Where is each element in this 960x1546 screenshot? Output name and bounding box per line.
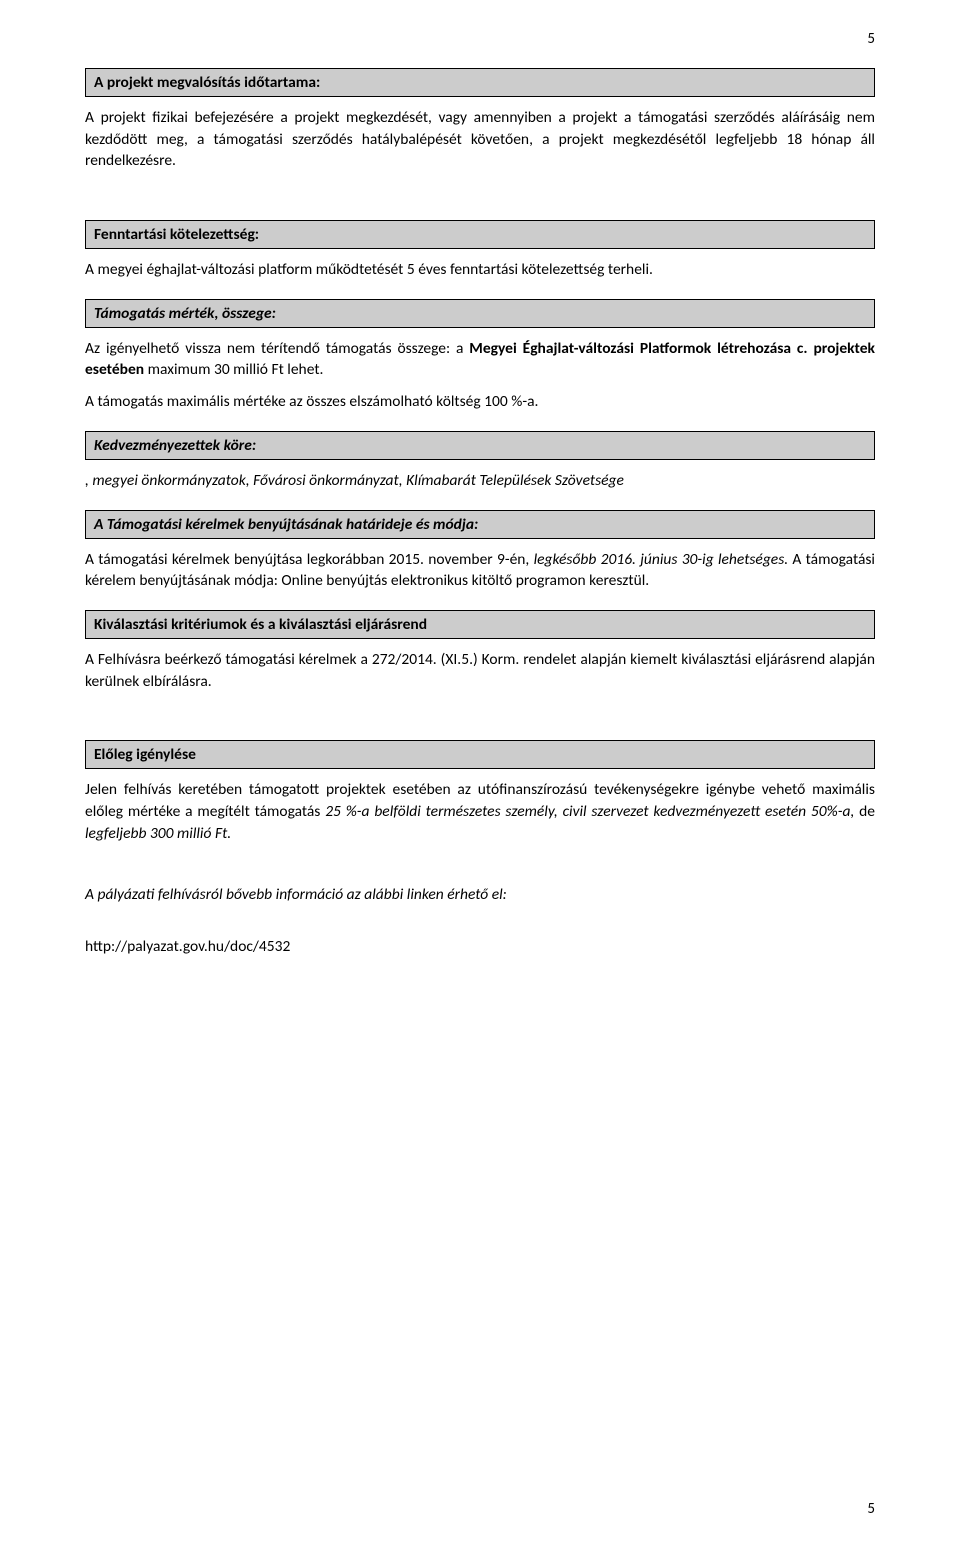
document-page: 5 A projekt megvalósítás időtartama: A p… — [0, 0, 960, 1546]
mertek-pre: Az igényelhető vissza nem térítendő támo… — [85, 339, 469, 358]
benyujtas-pre: A támogatási kérelmek benyújtása legkorá… — [85, 550, 534, 569]
section-header-kedvezmenyezettek: Kedvezményezettek köre: — [85, 431, 875, 460]
bovebb-info: A pályázati felhívásról bővebb informáci… — [85, 884, 875, 906]
eloleg-italic1: 25 %-a belföldi természetes személy, civ… — [325, 802, 854, 821]
eloleg-mid: de — [854, 802, 875, 821]
mertek-bold1: Megyei Éghajlat-változási Platformok lét… — [469, 339, 807, 358]
section-body-kedvezmenyezettek: , megyei önkormányzatok, Fővárosi önkorm… — [85, 470, 875, 492]
section-body-benyujtas: A támogatási kérelmek benyújtása legkorá… — [85, 549, 875, 592]
mertek-post: maximum 30 millió Ft lehet. — [144, 360, 323, 379]
page-number-bottom: 5 — [867, 1500, 875, 1518]
section-body-eloleg: Jelen felhívás keretében támogatott proj… — [85, 779, 875, 844]
section-header-eloleg: Előleg igénylése — [85, 740, 875, 769]
section-body-kivalasztasi: A Felhívásra beérkező támogatási kérelme… — [85, 649, 875, 692]
benyujtas-italic: legkésőbb 2016. június 30-ig lehetséges. — [534, 550, 789, 569]
section-header-benyujtas: A Támogatási kérelmek benyújtásának hatá… — [85, 510, 875, 539]
section-header-mertek: Támogatás mérték, összege: — [85, 299, 875, 328]
section-body-mertek-1: Az igényelhető vissza nem térítendő támo… — [85, 338, 875, 381]
page-number-top: 5 — [867, 30, 875, 48]
section-header-idotartam: A projekt megvalósítás időtartama: — [85, 68, 875, 97]
section-body-idotartam: A projekt fizikai befejezésére a projekt… — [85, 107, 875, 172]
section-body-mertek-2: A támogatás maximális mértéke az összes … — [85, 391, 875, 413]
section-header-kivalasztasi: Kiválasztási kritériumok és a kiválasztá… — [85, 610, 875, 639]
section-body-fenntartasi: A megyei éghajlat-változási platform műk… — [85, 259, 875, 281]
section-header-fenntartasi: Fenntartási kötelezettség: — [85, 220, 875, 249]
reference-link: http://palyazat.gov.hu/doc/4532 — [85, 936, 875, 958]
eloleg-italic2: legfeljebb 300 millió Ft. — [85, 824, 231, 843]
